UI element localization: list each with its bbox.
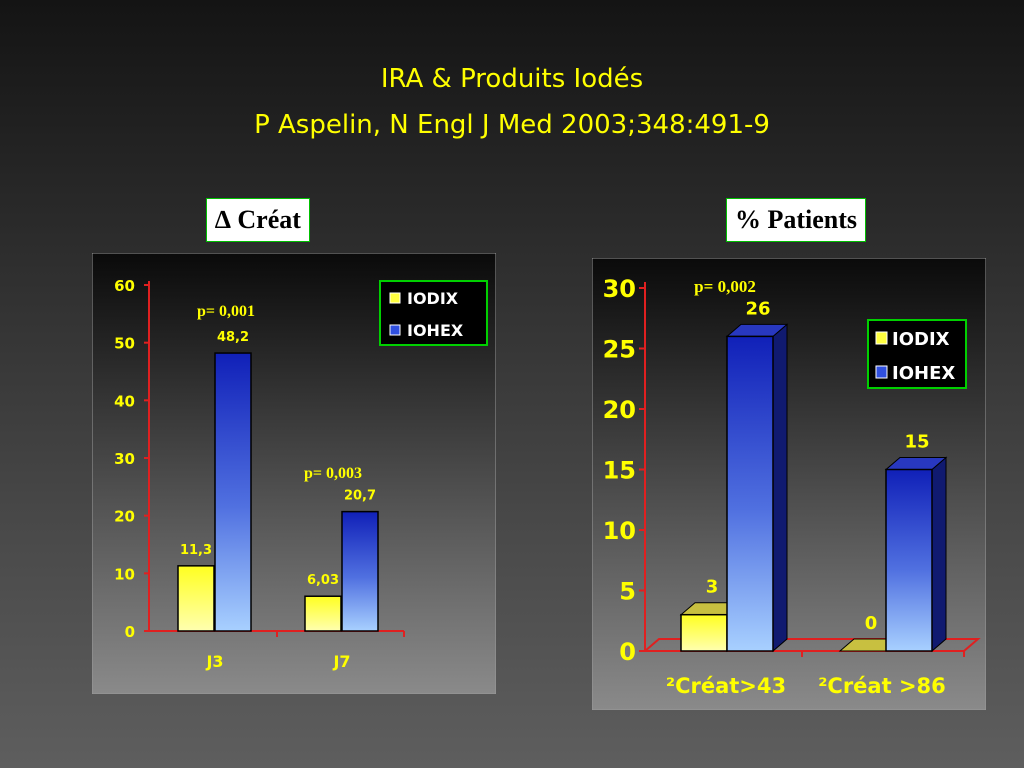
- p-value-annotation: p= 0,001: [197, 303, 255, 320]
- y-tick-label: 40: [114, 392, 135, 410]
- y-tick-label: 60: [114, 277, 135, 295]
- x-tick-label: ²Créat >86: [818, 674, 946, 698]
- x-tick-label: ²Créat>43: [666, 674, 786, 698]
- y-tick-label: 20: [603, 396, 636, 424]
- legend-swatch-iodix: [389, 292, 401, 304]
- legend-label: IODIX: [892, 329, 950, 350]
- data-label: 48,2: [217, 330, 249, 345]
- data-label: 26: [745, 298, 770, 319]
- legend-label: IOHEX: [892, 363, 955, 384]
- y-tick-label: 20: [114, 508, 135, 526]
- y-tick-label: 0: [125, 623, 135, 641]
- slide-subtitle: P Aspelin, N Engl J Med 2003;348:491-9: [254, 110, 770, 140]
- y-tick-label: 30: [114, 450, 135, 468]
- y-tick-label: 15: [603, 457, 636, 485]
- creat-delta-chart: 0 10 20 30 40 50 60 11,3 48,2 J3 6,03 20,7 J7 p= 0,00…: [92, 253, 496, 694]
- y-tick-label: 50: [114, 335, 135, 353]
- right-panel-label: % Patients: [726, 198, 867, 242]
- data-label: 3: [706, 577, 719, 598]
- data-label: 0: [865, 613, 878, 634]
- y-tick-label: 0: [619, 638, 636, 666]
- bar-iohex: [885, 468, 933, 652]
- data-label: 15: [904, 432, 929, 453]
- left-panel-label: ∆ Créat: [206, 198, 310, 242]
- data-label: 6,03: [307, 573, 339, 588]
- y-tick-label: 25: [603, 336, 636, 364]
- data-label: 11,3: [180, 543, 212, 558]
- y-tick-label: 5: [619, 578, 636, 606]
- bar-iohex: [214, 352, 252, 632]
- legend-label: IOHEX: [407, 321, 464, 340]
- bar-iodix: [680, 613, 728, 652]
- bar-iodix: [304, 595, 342, 632]
- p-value-annotation: p= 0,003: [304, 465, 362, 482]
- p-value-annotation: p= 0,002: [694, 277, 756, 296]
- patients-percent-chart: 0 5 10 15 20 25 30 3 26 ²Créat>43 0 15 ²Créat >86 p= …: [592, 258, 986, 710]
- y-tick-label: 30: [603, 275, 636, 303]
- y-tick-label: 10: [114, 565, 135, 583]
- legend-swatch-iohex: [875, 365, 888, 379]
- legend-swatch-iodix: [875, 331, 888, 345]
- bar-iohex-side: [772, 323, 788, 653]
- legend-label: IODIX: [407, 289, 459, 308]
- slide-title: IRA & Produits Iodés: [380, 64, 644, 94]
- bar-iohex: [341, 510, 379, 632]
- legend-swatch-iohex: [389, 324, 401, 336]
- data-label: 20,7: [344, 489, 376, 504]
- x-tick-label: J3: [205, 652, 223, 671]
- bar-iohex-side: [931, 456, 947, 653]
- bar-iodix: [177, 565, 215, 632]
- bar-iohex: [726, 335, 774, 652]
- x-tick-label: J7: [332, 652, 350, 671]
- y-tick-label: 10: [603, 517, 636, 545]
